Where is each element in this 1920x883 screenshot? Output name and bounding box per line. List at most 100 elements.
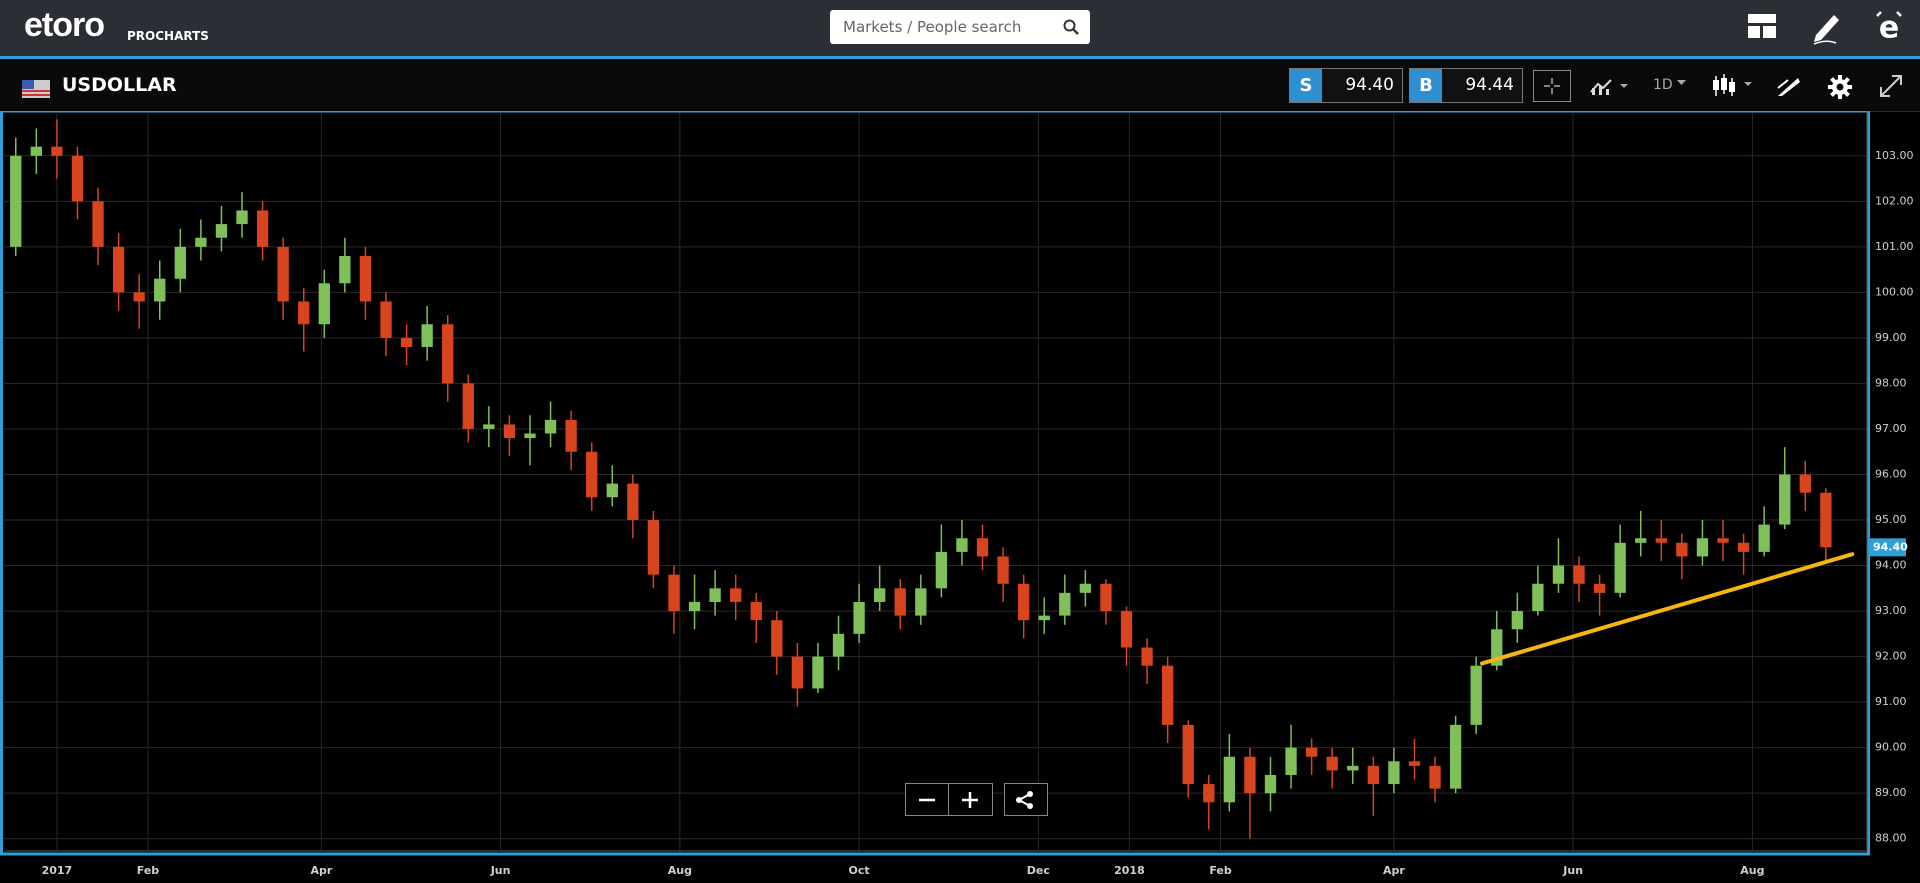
y-tick-label: 96.00 — [1875, 467, 1907, 480]
candle-body — [1100, 583, 1112, 612]
settings-button[interactable] — [1827, 74, 1853, 100]
candle-body — [339, 255, 351, 284]
candle-body — [1676, 542, 1688, 557]
candle-body — [771, 620, 783, 657]
candle-body — [1737, 542, 1750, 552]
candle-body — [1635, 538, 1647, 543]
y-tick-label: 91.00 — [1875, 695, 1907, 708]
candle-body — [627, 483, 639, 521]
candle-body — [154, 278, 166, 302]
logo[interactable]: etoro — [24, 6, 105, 44]
candle-body — [688, 601, 701, 612]
candle-body — [442, 324, 454, 384]
candle-body — [1779, 474, 1791, 525]
candle-body — [1491, 629, 1503, 666]
y-tick-label: 97.00 — [1875, 422, 1907, 435]
chart: 88.00 89.00 90.00 91.00 92.00 93.00 94.00 95.00… — [0, 111, 1914, 877]
search-box[interactable]: Markets / People search — [830, 10, 1090, 44]
fullscreen-button[interactable] — [1878, 73, 1904, 99]
draw-icon[interactable] — [1810, 9, 1842, 45]
y-tick-label: 94.00 — [1875, 559, 1907, 572]
candle-body — [647, 520, 660, 575]
candle-body — [92, 201, 104, 247]
candle-body — [174, 246, 186, 279]
candle-body — [1470, 665, 1482, 725]
candle-body — [1429, 765, 1441, 789]
timeframe-button[interactable]: 1D — [1653, 77, 1673, 93]
candle-body — [935, 551, 948, 589]
candle-body — [1141, 647, 1153, 666]
x-tick-label: Apr — [310, 864, 332, 877]
candle-body — [894, 588, 906, 616]
share-icon — [1016, 791, 1033, 809]
candle-body — [544, 419, 557, 434]
x-tick-label: 2018 — [1114, 864, 1145, 877]
drawing-tools-button[interactable] — [1776, 74, 1802, 98]
candle-body — [853, 601, 865, 634]
candle-body — [750, 601, 762, 621]
candle-body — [668, 574, 680, 612]
candle-body — [1223, 756, 1236, 803]
x-tick-label: Apr — [1383, 864, 1405, 877]
candle-body — [915, 588, 927, 616]
candle-body — [1367, 765, 1379, 785]
candle-body — [1820, 492, 1832, 548]
x-tick-label: Oct — [849, 864, 870, 877]
y-tick-label: 103.00 — [1875, 149, 1914, 162]
x-tick-label: Jun — [1562, 864, 1583, 877]
candle-body — [709, 588, 721, 602]
candle-body — [1203, 784, 1215, 803]
sell-box[interactable]: S 94.40 — [1289, 68, 1403, 103]
x-tick-label: Dec — [1027, 864, 1050, 877]
dropdown-arrow — [1677, 80, 1686, 85]
candle-body — [256, 210, 269, 247]
candle-body — [1614, 542, 1626, 593]
indicators-button[interactable] — [1590, 76, 1630, 96]
accent-line — [0, 56, 1920, 59]
candle-body — [298, 301, 310, 325]
search-icon[interactable] — [1063, 19, 1079, 35]
candle-body — [483, 424, 495, 429]
chart-type-button[interactable] — [1712, 74, 1756, 98]
profile-icon[interactable]: e — [1873, 10, 1905, 44]
buy-box[interactable]: B 94.44 — [1409, 68, 1523, 103]
sell-label: S — [1290, 69, 1322, 102]
layout-icon[interactable] — [1748, 14, 1776, 38]
candle-body — [1264, 774, 1277, 794]
zoom-buttons[interactable] — [905, 783, 993, 816]
candle-body — [956, 538, 968, 552]
y-tick-label: 92.00 — [1875, 650, 1907, 663]
candle-body — [503, 424, 516, 439]
candle-body — [565, 419, 577, 452]
candle-body — [1017, 583, 1030, 621]
candle-body — [1593, 583, 1606, 593]
crosshair-button[interactable] — [1533, 70, 1571, 102]
candle-body — [1347, 765, 1359, 771]
y-tick-label: 100.00 — [1875, 285, 1914, 298]
y-tick-label: 95.00 — [1875, 513, 1907, 526]
share-button[interactable] — [1004, 783, 1048, 816]
candle-body — [1038, 615, 1050, 621]
candle-body — [1305, 747, 1318, 757]
candle-body — [359, 255, 372, 302]
logo-sub: PROCHARTS — [127, 29, 209, 43]
candle-body — [1244, 756, 1256, 794]
candle-body — [832, 633, 845, 657]
chart-header — [0, 59, 1920, 112]
y-tick-label: 93.00 — [1875, 604, 1907, 617]
last-price-marker — [1868, 538, 1906, 557]
y-tick-label: 98.00 — [1875, 376, 1907, 389]
y-tick-label: 101.00 — [1875, 240, 1914, 253]
x-tick-label: Feb — [137, 864, 160, 877]
candle-body — [997, 556, 1009, 584]
candle-body — [112, 246, 125, 293]
candle-body — [1449, 724, 1462, 789]
candle-body — [318, 283, 330, 325]
y-tick-label: 89.00 — [1875, 786, 1907, 799]
search-placeholder: Markets / People search — [843, 18, 1022, 36]
candle-body — [586, 451, 598, 498]
candle-body — [1059, 592, 1071, 616]
candle-body — [1758, 524, 1770, 552]
candle-body — [236, 210, 248, 225]
